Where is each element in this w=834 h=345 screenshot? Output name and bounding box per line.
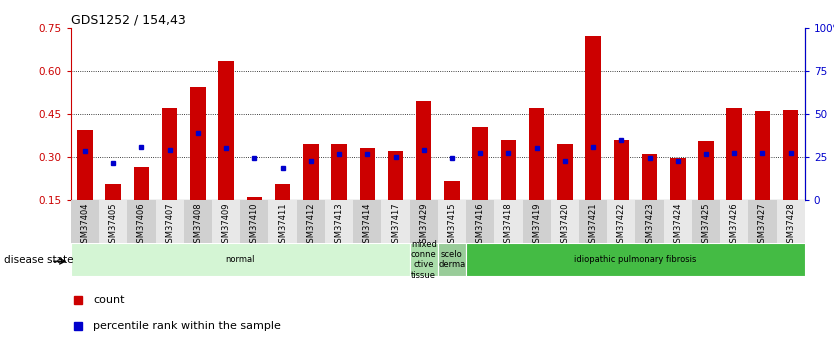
Bar: [99, 200, 128, 243]
Bar: [550, 200, 579, 243]
Text: GSM37426: GSM37426: [730, 202, 739, 248]
Text: GSM37412: GSM37412: [306, 202, 315, 248]
Bar: [755, 111, 771, 200]
Bar: [409, 200, 438, 243]
Bar: [105, 184, 121, 200]
Bar: [156, 200, 183, 243]
Bar: [128, 200, 156, 243]
Bar: [776, 200, 805, 243]
Bar: [698, 141, 714, 200]
Bar: [466, 200, 495, 243]
Text: GSM37407: GSM37407: [165, 202, 174, 248]
Text: GSM37406: GSM37406: [137, 202, 146, 248]
Bar: [642, 154, 657, 200]
Bar: [466, 243, 805, 276]
Text: GSM37420: GSM37420: [560, 202, 570, 248]
Text: GSM37423: GSM37423: [645, 202, 654, 248]
Bar: [636, 200, 664, 243]
Bar: [726, 108, 742, 200]
Text: GSM37414: GSM37414: [363, 202, 372, 248]
Bar: [325, 200, 353, 243]
Bar: [331, 144, 347, 200]
Bar: [557, 144, 573, 200]
Text: GSM37428: GSM37428: [786, 202, 795, 248]
Bar: [78, 130, 93, 200]
Text: GSM37429: GSM37429: [420, 202, 428, 248]
Text: GSM37422: GSM37422: [617, 202, 626, 248]
Bar: [388, 151, 404, 200]
Bar: [303, 144, 319, 200]
Bar: [381, 200, 409, 243]
Text: GSM37405: GSM37405: [108, 202, 118, 248]
Text: percentile rank within the sample: percentile rank within the sample: [93, 322, 281, 331]
Bar: [353, 200, 381, 243]
Bar: [269, 200, 297, 243]
Text: GSM37408: GSM37408: [193, 202, 203, 248]
Text: count: count: [93, 295, 124, 305]
Bar: [240, 200, 269, 243]
Bar: [664, 200, 692, 243]
Bar: [445, 181, 460, 200]
Bar: [472, 127, 488, 200]
Text: GSM37417: GSM37417: [391, 202, 400, 248]
Text: GSM37415: GSM37415: [448, 202, 456, 248]
Bar: [579, 200, 607, 243]
Bar: [523, 200, 550, 243]
Text: GSM37413: GSM37413: [334, 202, 344, 248]
Bar: [71, 243, 409, 276]
Bar: [190, 87, 206, 200]
Bar: [183, 200, 212, 243]
Text: normal: normal: [225, 255, 255, 264]
Bar: [585, 36, 600, 200]
Bar: [359, 148, 375, 200]
Bar: [692, 200, 720, 243]
Bar: [495, 200, 523, 243]
Bar: [162, 108, 178, 200]
Bar: [219, 61, 234, 200]
Text: GSM37410: GSM37410: [250, 202, 259, 248]
Bar: [212, 200, 240, 243]
Bar: [783, 110, 798, 200]
Bar: [71, 200, 99, 243]
Bar: [133, 167, 149, 200]
Text: scelo
derma: scelo derma: [439, 250, 465, 269]
Text: GSM37424: GSM37424: [673, 202, 682, 248]
Text: GSM37404: GSM37404: [81, 202, 89, 248]
Text: GSM37419: GSM37419: [532, 202, 541, 248]
Bar: [607, 200, 636, 243]
Bar: [438, 200, 466, 243]
Bar: [409, 243, 438, 276]
Bar: [529, 108, 545, 200]
Text: GSM37421: GSM37421: [589, 202, 598, 248]
Bar: [748, 200, 776, 243]
Text: GSM37425: GSM37425: [701, 202, 711, 248]
Bar: [670, 158, 686, 200]
Bar: [275, 184, 290, 200]
Text: GSM37418: GSM37418: [504, 202, 513, 248]
Bar: [416, 101, 431, 200]
Bar: [247, 197, 262, 200]
Text: GSM37427: GSM37427: [758, 202, 767, 248]
Text: idiopathic pulmonary fibrosis: idiopathic pulmonary fibrosis: [575, 255, 696, 264]
Text: mixed
conne
ctive
tissue: mixed conne ctive tissue: [411, 239, 437, 280]
Text: GSM37416: GSM37416: [475, 202, 485, 248]
Bar: [720, 200, 748, 243]
Bar: [297, 200, 325, 243]
Bar: [614, 140, 629, 200]
Bar: [438, 243, 466, 276]
Text: GSM37411: GSM37411: [278, 202, 287, 248]
Text: GSM37409: GSM37409: [222, 202, 231, 248]
Text: GDS1252 / 154,43: GDS1252 / 154,43: [71, 13, 186, 27]
Text: disease state: disease state: [4, 256, 73, 265]
Bar: [500, 140, 516, 200]
